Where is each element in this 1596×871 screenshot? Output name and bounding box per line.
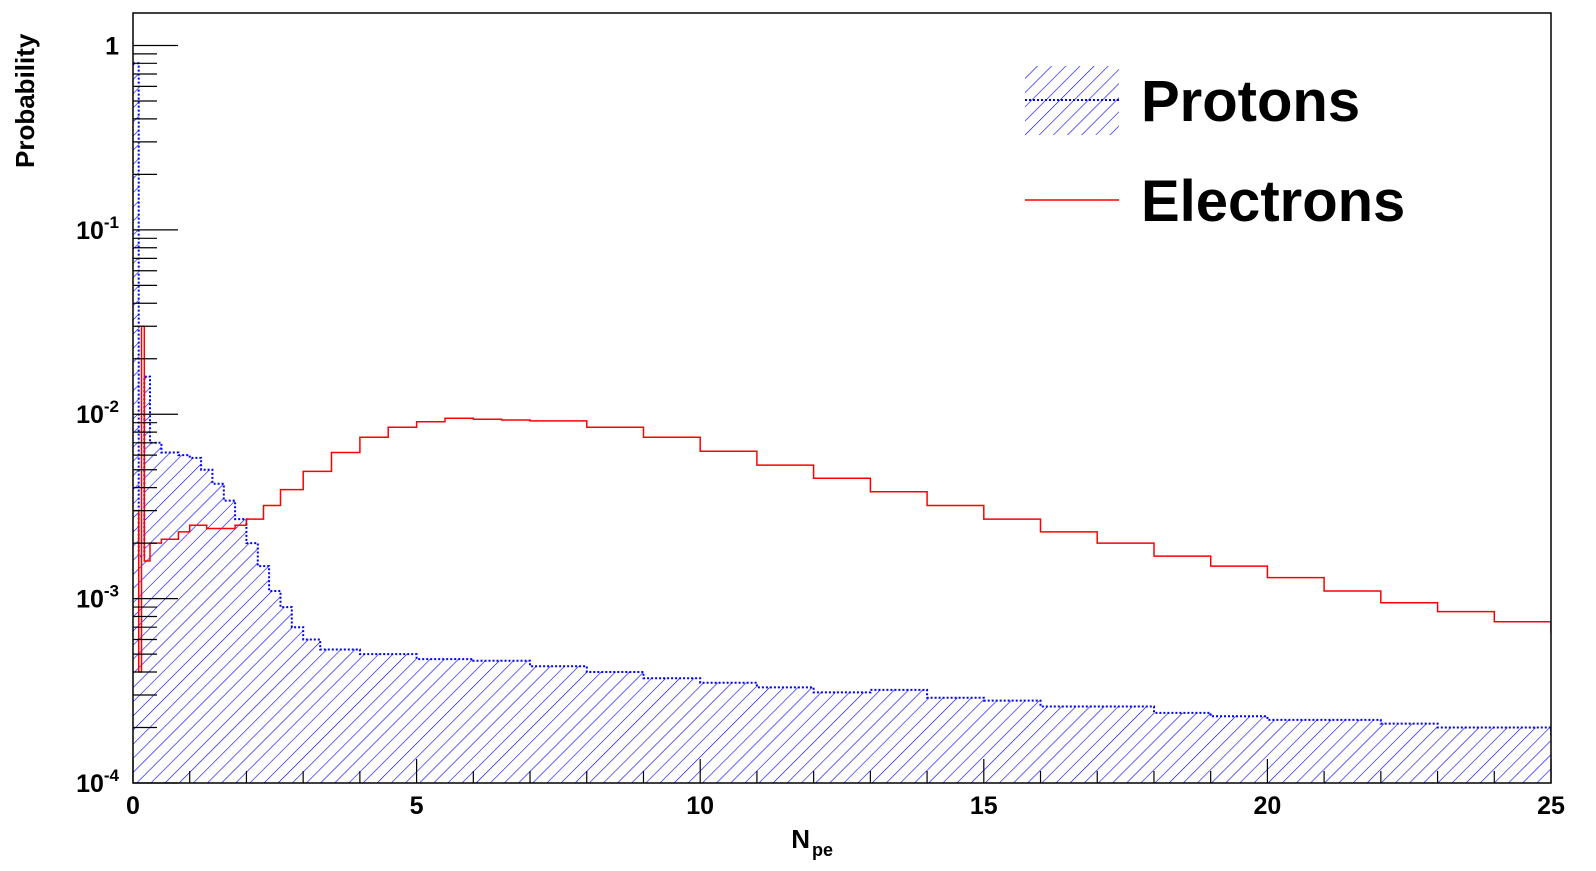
x-tick-label: 20 xyxy=(1253,792,1281,820)
x-tick-label: 0 xyxy=(126,792,140,820)
series-protons-fill xyxy=(133,63,1551,783)
plot-frame xyxy=(132,12,1552,784)
x-tick-label: 15 xyxy=(970,792,998,820)
series-protons-line xyxy=(133,62,1551,736)
plot-area xyxy=(133,62,1551,783)
y-tick-label: 10-3 xyxy=(76,582,119,614)
y-tick-label: 1 xyxy=(105,32,119,60)
x-tick-label: 5 xyxy=(410,792,424,820)
x-axis-title: N pe xyxy=(791,824,833,860)
legend: Protons Electrons xyxy=(1025,66,1405,234)
x-axis-title-main: N xyxy=(791,824,810,854)
series-electrons-line xyxy=(133,325,1551,673)
y-tick-label: 10-2 xyxy=(76,397,119,429)
legend-protons-swatch xyxy=(1025,66,1119,135)
series-protons xyxy=(133,62,1551,783)
svg-text:N: N xyxy=(791,824,810,854)
x-tick-label: 25 xyxy=(1537,792,1565,820)
x-axis-title-sub: pe xyxy=(812,840,833,860)
svg-text:pe: pe xyxy=(812,840,833,860)
y-tick-label: 10-1 xyxy=(76,213,119,245)
y-axis-title: Probability xyxy=(10,33,40,168)
legend-electrons-label: Electrons xyxy=(1141,169,1405,234)
legend-protons-label: Protons xyxy=(1141,69,1360,134)
y-tick-label: 10-4 xyxy=(76,766,119,798)
axes: 0 5 10 15 20 25 1 10-1 10-2 10-3 10-4 xyxy=(76,12,1565,820)
series-electrons xyxy=(133,325,1551,673)
x-tick-label: 10 xyxy=(686,792,714,820)
